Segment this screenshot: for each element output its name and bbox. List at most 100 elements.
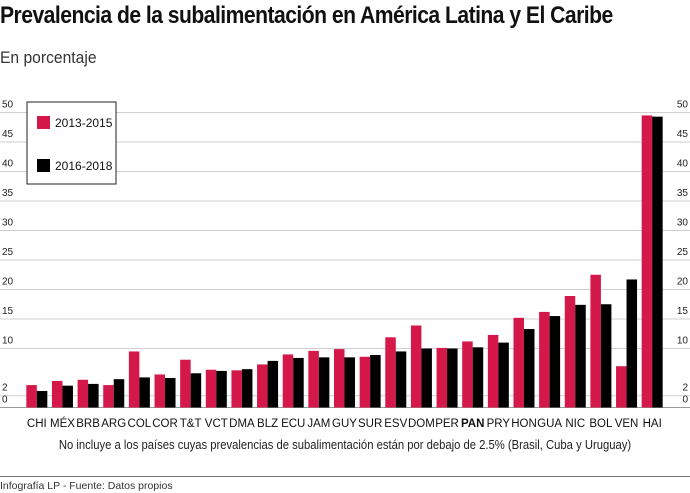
y-tick-label-left-20: 20 xyxy=(2,277,14,288)
bar-brb-2013-2015 xyxy=(77,379,89,408)
bar-arg-2013-2015 xyxy=(103,385,114,408)
footer-divider xyxy=(0,476,690,477)
x-tick-label-vct: VCT xyxy=(205,418,228,430)
legend: 2013-2015 2016-2018 xyxy=(26,101,117,185)
bar-ecu-2016-2018 xyxy=(293,357,304,408)
page-title: Prevalencia de la subalimentación en Amé… xyxy=(0,2,613,29)
bar-col-2016-2018 xyxy=(139,377,150,408)
bar-col-2013-2015 xyxy=(128,351,140,408)
bar-méx-2016-2018 xyxy=(62,385,73,408)
x-tick-label-arg: ARG xyxy=(101,418,126,430)
y-tick-label-right-40: 40 xyxy=(677,159,689,170)
bar-bol-2016-2018 xyxy=(600,304,612,408)
bar-nic-2016-2018 xyxy=(575,304,586,408)
x-tick-label-hon: HON xyxy=(511,418,537,430)
x-tick-label-hai: HAI xyxy=(643,418,662,430)
legend-label-2016-2018: 2016-2018 xyxy=(55,159,113,173)
legend-swatch-2013-2015 xyxy=(37,116,50,129)
bar-ven-2016-2018 xyxy=(626,279,638,408)
x-tick-label-bol: BOL xyxy=(589,418,613,430)
bar-dom-2016-2018 xyxy=(421,348,432,408)
bar-dma-2016-2018 xyxy=(241,369,253,408)
x-tick-label-pan: PAN xyxy=(461,418,484,430)
bar-sur-2016-2018 xyxy=(370,354,381,408)
bar-dma-2013-2015 xyxy=(231,370,242,408)
bar-hai-2013-2015 xyxy=(641,115,653,408)
x-tick-label-ecu: ECU xyxy=(281,418,305,430)
y-tick-label-left-25: 25 xyxy=(2,247,14,258)
y-tick-label-right-45: 45 xyxy=(677,129,689,140)
bar-chi-2013-2015 xyxy=(26,385,37,408)
y-tick-label-left-40: 40 xyxy=(2,159,14,170)
x-tick-label-nic: NIC xyxy=(565,418,585,430)
bar-ven-2013-2015 xyxy=(616,366,627,408)
x-tick-label-gua: GUA xyxy=(537,418,562,430)
x-tick-label-sur: SUR xyxy=(358,418,382,430)
bar-blz-2016-2018 xyxy=(267,360,279,408)
x-tick-label-per: PER xyxy=(435,418,459,430)
y-tick-label-right-50: 50 xyxy=(677,100,689,111)
bar-nic-2013-2015 xyxy=(564,295,576,408)
y-tick-label-left-50: 50 xyxy=(2,100,14,111)
bar-pry-2013-2015 xyxy=(487,334,499,408)
legend-swatch-2016-2018 xyxy=(37,159,50,172)
y-tick-label-left-0: 0 xyxy=(2,395,8,406)
bar-esv-2016-2018 xyxy=(395,351,407,408)
x-tick-label-chi: CHI xyxy=(27,418,47,430)
page-subtitle: En porcentaje xyxy=(0,48,97,67)
bar-pan-2016-2018 xyxy=(472,347,484,408)
bar-sur-2013-2015 xyxy=(359,356,371,408)
chart-note: No incluye a los países cuyas prevalenci… xyxy=(58,438,632,452)
bar-esv-2013-2015 xyxy=(385,337,396,408)
bar-blz-2013-2015 xyxy=(257,364,268,408)
x-tick-label-dom: DOM xyxy=(408,418,435,430)
x-tick-label-pry: PRY xyxy=(487,418,511,430)
y-tick-label-right-0: 0 xyxy=(682,395,688,406)
footer-credit: Infografía LP - Fuente: Datos propios xyxy=(0,480,173,492)
bar-guy-2016-2018 xyxy=(344,357,355,408)
bar-cor-2016-2018 xyxy=(165,378,176,408)
bar-dom-2013-2015 xyxy=(410,325,422,408)
bar-cor-2013-2015 xyxy=(154,374,166,408)
legend-label-2013-2015: 2013-2015 xyxy=(55,116,113,130)
y-tick-label-right-20: 20 xyxy=(677,277,689,288)
bar-vct-2013-2015 xyxy=(205,369,217,408)
bar-ecu-2013-2015 xyxy=(282,354,294,408)
y-tick-label-right-2: 2 xyxy=(682,383,688,394)
y-tick-label-left-15: 15 xyxy=(2,306,14,317)
y-tick-label-right-30: 30 xyxy=(677,218,689,229)
bar-gua-2013-2015 xyxy=(539,311,550,408)
x-tick-label-méx: MÉX xyxy=(50,417,75,430)
y-tick-label-right-25: 25 xyxy=(677,247,689,258)
bar-jam-2013-2015 xyxy=(308,350,319,408)
x-tick-label-col: COL xyxy=(128,418,152,430)
bar-méx-2013-2015 xyxy=(51,380,63,408)
bars xyxy=(26,115,663,408)
x-tick-label-brb: BRB xyxy=(76,418,100,430)
x-tick-label-blz: BLZ xyxy=(257,418,278,430)
bar-arg-2016-2018 xyxy=(113,379,125,408)
x-tick-label-guy: GUY xyxy=(332,418,357,430)
y-tick-label-left-45: 45 xyxy=(2,129,14,140)
x-tick-label-t&t: T&T xyxy=(180,418,202,430)
y-tick-label-left-2: 2 xyxy=(2,383,8,394)
bar-pry-2016-2018 xyxy=(498,342,509,408)
bar-vct-2016-2018 xyxy=(216,370,227,408)
y-tick-label-left-35: 35 xyxy=(2,188,14,199)
bar-t&t-2013-2015 xyxy=(180,359,191,408)
bar-hon-2016-2018 xyxy=(523,329,535,408)
y-tick-label-right-15: 15 xyxy=(677,306,689,317)
bar-pan-2013-2015 xyxy=(462,341,473,408)
bar-chi-2016-2018 xyxy=(36,390,48,408)
x-tick-label-ven: VEN xyxy=(615,418,639,430)
bar-jam-2016-2018 xyxy=(318,357,330,408)
bar-guy-2013-2015 xyxy=(334,349,345,408)
bar-t&t-2016-2018 xyxy=(190,373,202,408)
bar-hai-2016-2018 xyxy=(652,116,663,408)
y-tick-label-right-10: 10 xyxy=(677,336,689,347)
x-tick-labels: CHI MÉX BRB ARG COL COR T&T VCT DMA BLZ ECU JAM GUY S… xyxy=(27,417,662,430)
x-tick-label-jam: JAM xyxy=(307,418,330,430)
x-tick-label-dma: DMA xyxy=(229,418,255,430)
